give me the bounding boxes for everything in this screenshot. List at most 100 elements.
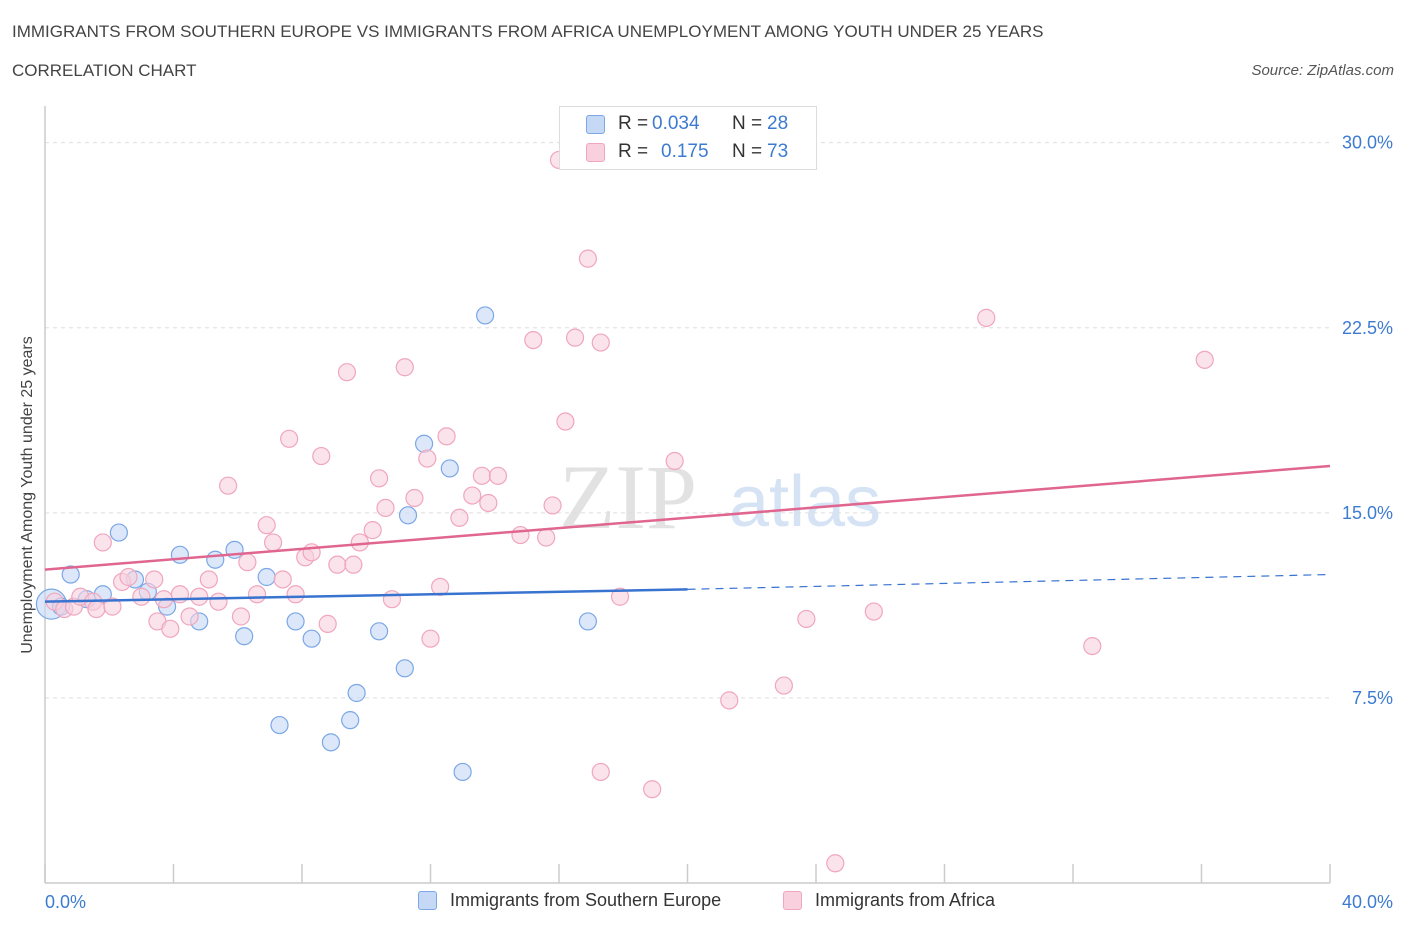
data-point-africa xyxy=(328,555,347,574)
y-tick-label: 30.0% xyxy=(1342,133,1393,153)
data-point-africa xyxy=(231,607,251,626)
data-point-africa xyxy=(405,488,424,508)
data-point-africa xyxy=(610,587,630,606)
y-axis-label: Unemployment Among Youth under 25 years xyxy=(19,336,36,654)
data-point-africa xyxy=(826,854,845,873)
data-point-africa xyxy=(199,570,218,589)
data-point-southern-europe xyxy=(286,612,305,631)
data-points xyxy=(35,150,1214,873)
data-point-africa xyxy=(103,597,122,616)
data-point-africa xyxy=(273,570,292,589)
data-point-southern-europe xyxy=(395,659,414,678)
data-point-southern-europe xyxy=(578,612,598,631)
data-point-africa xyxy=(286,585,305,604)
n-label: N = xyxy=(732,113,763,134)
data-point-africa xyxy=(247,585,267,604)
data-point-africa xyxy=(524,330,543,350)
trend-lines xyxy=(44,464,1331,603)
data-point-africa xyxy=(565,328,585,347)
data-point-southern-europe xyxy=(235,627,254,646)
data-point-africa xyxy=(543,496,562,515)
blue-swatch xyxy=(586,115,605,134)
x-tick-label: 40.0% xyxy=(1342,892,1393,912)
data-point-africa xyxy=(479,493,498,513)
data-point-africa xyxy=(977,308,996,327)
data-point-africa xyxy=(312,446,331,466)
data-point-africa xyxy=(421,629,440,648)
source-label: Source: ZipAtlas.com xyxy=(1251,62,1394,79)
data-point-southern-europe xyxy=(341,711,360,730)
data-point-southern-europe xyxy=(61,565,80,584)
data-point-southern-europe xyxy=(370,622,389,641)
data-point-southern-europe xyxy=(270,715,289,735)
data-point-southern-europe xyxy=(453,762,472,782)
data-point-southern-europe xyxy=(321,733,341,752)
data-point-southern-europe xyxy=(398,506,418,525)
stats-legend: R = 0.034 N = 28 R = 0.175 N = 73 xyxy=(559,106,817,170)
data-point-africa xyxy=(363,521,382,540)
data-point-africa xyxy=(450,508,469,527)
data-point-africa xyxy=(431,577,450,596)
tick-labels: 7.5% 15.0% 22.5% 30.0% 0.0% 40.0% xyxy=(45,133,1393,912)
r-label: R = xyxy=(618,141,649,162)
data-point-africa xyxy=(437,427,456,446)
data-point-africa xyxy=(190,587,209,606)
r-label: R = xyxy=(618,113,649,134)
data-point-southern-europe xyxy=(414,434,434,453)
data-point-southern-europe xyxy=(347,683,366,703)
data-point-africa xyxy=(591,762,610,782)
data-point-africa xyxy=(145,570,164,589)
data-point-africa xyxy=(591,333,610,352)
data-point-africa xyxy=(280,429,299,448)
trend-line-southern-europe-extension xyxy=(687,573,1331,590)
data-point-africa xyxy=(463,486,482,505)
data-point-africa xyxy=(209,592,228,611)
y-tick-label: 15.0% xyxy=(1342,503,1393,523)
data-point-africa xyxy=(370,469,389,488)
data-point-africa xyxy=(774,676,793,695)
data-point-africa xyxy=(1195,350,1214,369)
x-tick-label: 0.0% xyxy=(45,892,86,912)
legend-label: Immigrants from Africa xyxy=(815,890,996,910)
r-value: 0.175 xyxy=(661,141,709,162)
data-point-africa xyxy=(382,590,402,609)
data-point-africa xyxy=(418,449,437,468)
data-point-southern-europe xyxy=(206,550,225,569)
data-point-africa xyxy=(864,602,883,621)
data-point-africa xyxy=(720,691,739,710)
data-point-africa xyxy=(161,619,180,638)
data-point-africa xyxy=(318,614,337,633)
data-point-africa xyxy=(1083,636,1102,656)
n-value: 73 xyxy=(767,141,789,162)
data-point-africa xyxy=(797,609,816,629)
data-point-southern-europe xyxy=(476,306,495,325)
legend-label: Immigrants from Southern Europe xyxy=(450,890,722,910)
n-label: N = xyxy=(732,141,763,162)
data-point-africa xyxy=(93,533,112,552)
data-point-africa xyxy=(350,533,369,552)
data-point-southern-europe xyxy=(109,523,128,542)
data-point-africa xyxy=(511,525,530,545)
data-point-southern-europe xyxy=(257,567,276,587)
data-point-africa xyxy=(344,555,363,574)
data-point-africa xyxy=(376,498,395,518)
data-point-africa xyxy=(238,553,257,572)
r-value: 0.034 xyxy=(652,113,700,134)
data-point-africa xyxy=(537,528,556,547)
series-legend: Immigrants from Southern Europe Immigran… xyxy=(0,888,1406,916)
axes xyxy=(44,106,1331,884)
pink-swatch xyxy=(586,143,605,162)
data-point-africa xyxy=(578,249,598,268)
data-point-africa xyxy=(643,780,662,799)
chart-title: IMMIGRANTS FROM SOUTHERN EUROPE VS IMMIG… xyxy=(12,22,1044,41)
data-point-africa xyxy=(119,567,138,587)
chart-subtitle: CORRELATION CHART xyxy=(12,61,197,80)
watermark: ZIP atlas xyxy=(559,446,881,548)
trend-line-southern-europe xyxy=(44,588,688,603)
data-point-southern-europe xyxy=(170,545,190,564)
data-point-africa xyxy=(488,466,508,485)
data-point-southern-europe xyxy=(440,459,459,478)
blue-swatch xyxy=(418,891,437,910)
data-point-africa xyxy=(257,516,276,535)
